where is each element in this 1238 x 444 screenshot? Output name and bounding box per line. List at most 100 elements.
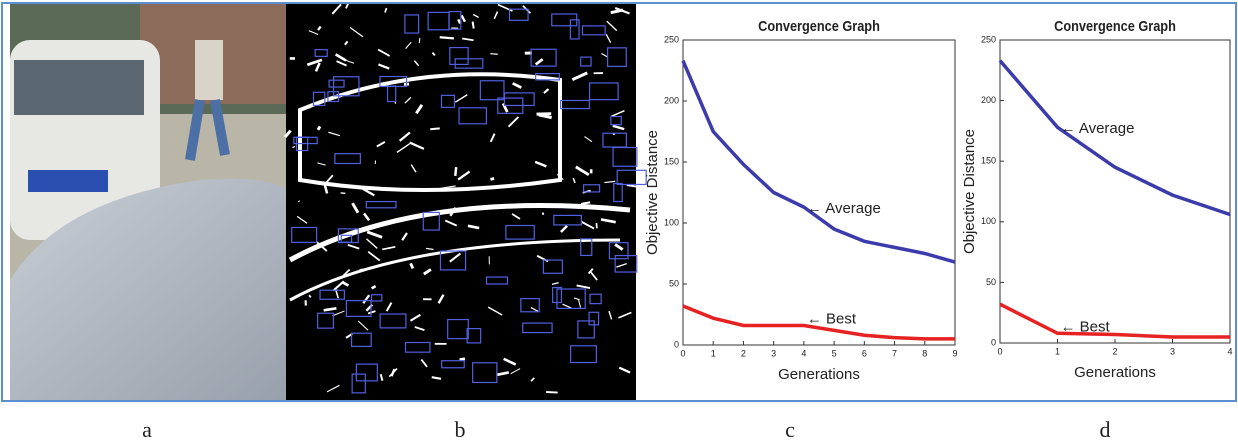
edge-stroke xyxy=(328,131,341,137)
detection-box xyxy=(520,298,540,313)
detection-box xyxy=(607,47,627,67)
detection-box xyxy=(295,136,309,152)
y-tick-label: 100 xyxy=(664,217,679,227)
x-axis-label: Generations xyxy=(778,366,860,383)
series-line xyxy=(998,59,1231,217)
edge-stroke xyxy=(530,377,535,382)
edge-stroke xyxy=(490,177,495,181)
edge-stroke xyxy=(410,164,417,173)
edge-stroke xyxy=(572,177,576,184)
edge-stroke xyxy=(332,310,345,317)
edge-stroke xyxy=(581,201,591,206)
detection-box xyxy=(370,294,383,302)
plot-area xyxy=(999,39,1231,344)
edge-stroke xyxy=(530,306,539,312)
edge-stroke xyxy=(618,366,631,374)
detection-box xyxy=(535,73,560,81)
edge-stroke xyxy=(308,294,312,298)
detection-box xyxy=(355,363,378,382)
edge-stroke xyxy=(370,285,377,290)
edge-stroke xyxy=(496,371,510,377)
edge-stroke xyxy=(323,307,337,312)
edge-stroke xyxy=(610,109,625,118)
y-tick-label: 200 xyxy=(981,95,996,105)
edge-stroke xyxy=(614,243,624,251)
detection-box xyxy=(588,311,600,326)
photo-a xyxy=(10,4,286,400)
edge-stroke xyxy=(297,200,301,203)
edge-stroke xyxy=(409,313,421,322)
detection-box xyxy=(542,259,563,274)
edge-stroke xyxy=(418,37,421,44)
detection-box xyxy=(351,373,366,394)
edge-stroke xyxy=(573,297,580,301)
edge-stroke xyxy=(507,116,520,128)
edge-stroke xyxy=(401,232,408,241)
x-tick-label: 2 xyxy=(1112,346,1117,356)
detection-box xyxy=(616,169,647,186)
edge-stroke xyxy=(347,243,360,250)
edge-stroke xyxy=(326,384,340,393)
detection-box xyxy=(422,211,440,231)
edge-stroke xyxy=(367,250,381,262)
x-tick-label: 1 xyxy=(1055,346,1060,356)
edge-stroke xyxy=(608,310,613,320)
panel-label: d xyxy=(1100,417,1111,442)
edge-stroke xyxy=(334,53,347,62)
edge-stroke xyxy=(605,34,612,43)
photo-b xyxy=(283,0,647,400)
detection-box xyxy=(328,79,345,88)
edge-stroke xyxy=(600,218,616,224)
detection-box xyxy=(379,313,407,329)
series-line xyxy=(681,60,956,264)
edge-stroke xyxy=(626,184,639,188)
detection-box xyxy=(317,312,334,329)
edge-stroke xyxy=(409,141,425,150)
x-tick-label: 7 xyxy=(892,348,897,358)
x-tick-label: 2 xyxy=(741,348,746,358)
edge-stroke xyxy=(606,20,618,32)
edge-stroke xyxy=(512,82,522,89)
y-tick-label: 150 xyxy=(981,156,996,166)
edge-stroke xyxy=(431,376,442,380)
edge-stroke xyxy=(283,129,292,139)
edge-stroke xyxy=(467,224,480,230)
edge-stroke xyxy=(362,212,371,222)
detection-box xyxy=(439,250,467,271)
y-tick-label: 100 xyxy=(981,216,996,226)
edge-stroke xyxy=(618,311,632,319)
edge-stroke xyxy=(601,53,608,58)
edge-stroke xyxy=(616,263,627,268)
edge-stroke xyxy=(457,18,462,25)
edge-stroke xyxy=(562,303,572,309)
detection-box xyxy=(530,48,557,67)
series-annotation: ← Best xyxy=(1061,318,1111,335)
detection-box xyxy=(479,80,505,101)
edge-stroke xyxy=(396,143,410,153)
x-tick-label: 5 xyxy=(832,348,837,358)
edge-stroke xyxy=(439,36,454,40)
edge-stroke xyxy=(546,391,558,394)
edge-stroke xyxy=(431,52,436,57)
edge-stroke xyxy=(292,145,296,149)
x-tick-label: 1 xyxy=(711,348,716,358)
edge-stroke xyxy=(336,60,347,67)
edge-stroke xyxy=(543,88,550,94)
edge-stroke xyxy=(571,71,588,82)
detection-box xyxy=(613,182,623,203)
edge-stroke xyxy=(444,219,458,227)
edge-stroke xyxy=(351,202,360,214)
edge-stroke xyxy=(362,294,371,304)
series-line xyxy=(682,304,955,341)
detection-box xyxy=(552,286,563,304)
edge-stroke xyxy=(459,357,466,362)
detection-box xyxy=(580,56,592,67)
edge-stroke xyxy=(323,183,329,194)
edge-stroke xyxy=(511,213,521,220)
edge-stroke xyxy=(503,357,517,366)
detection-box xyxy=(589,293,602,305)
detection-box xyxy=(466,327,482,344)
edge-stroke xyxy=(414,326,425,332)
edge-stroke xyxy=(404,96,412,104)
